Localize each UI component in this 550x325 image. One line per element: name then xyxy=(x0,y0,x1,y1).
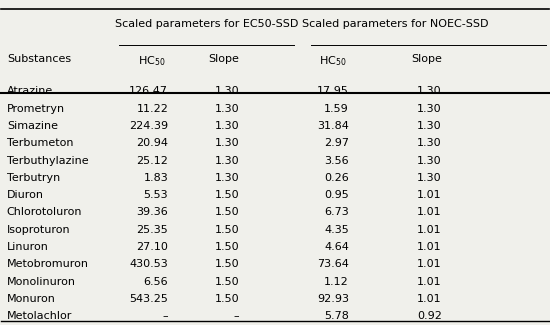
Text: 0.95: 0.95 xyxy=(324,190,349,200)
Text: 6.56: 6.56 xyxy=(144,277,168,287)
Text: –: – xyxy=(234,311,239,321)
Text: 0.26: 0.26 xyxy=(324,173,349,183)
Text: 1.01: 1.01 xyxy=(417,225,442,235)
Text: Slope: Slope xyxy=(411,54,442,64)
Text: 92.93: 92.93 xyxy=(317,294,349,304)
Text: 25.12: 25.12 xyxy=(136,156,168,165)
Text: Simazine: Simazine xyxy=(7,121,58,131)
Text: 2.97: 2.97 xyxy=(324,138,349,148)
Text: 1.50: 1.50 xyxy=(215,294,239,304)
Text: Monuron: Monuron xyxy=(7,294,56,304)
Text: HC$_{50}$: HC$_{50}$ xyxy=(318,54,346,68)
Text: Chlorotoluron: Chlorotoluron xyxy=(7,207,82,217)
Text: 1.50: 1.50 xyxy=(215,242,239,252)
Text: 1.50: 1.50 xyxy=(215,190,239,200)
Text: Terbuthylazine: Terbuthylazine xyxy=(7,156,89,165)
Text: 31.84: 31.84 xyxy=(317,121,349,131)
Text: –: – xyxy=(163,311,168,321)
Text: 543.25: 543.25 xyxy=(129,294,168,304)
Text: 1.83: 1.83 xyxy=(144,173,168,183)
Text: 1.59: 1.59 xyxy=(324,104,349,114)
Text: 73.64: 73.64 xyxy=(317,259,349,269)
Text: 4.35: 4.35 xyxy=(324,225,349,235)
Text: 4.64: 4.64 xyxy=(324,242,349,252)
Text: 1.30: 1.30 xyxy=(215,104,239,114)
Text: Substances: Substances xyxy=(7,54,71,64)
Text: Scaled parameters for EC50-SSD: Scaled parameters for EC50-SSD xyxy=(115,19,298,29)
Text: 1.50: 1.50 xyxy=(215,259,239,269)
Text: 1.30: 1.30 xyxy=(215,173,239,183)
Text: Diuron: Diuron xyxy=(7,190,44,200)
Text: Prometryn: Prometryn xyxy=(7,104,65,114)
Text: 1.30: 1.30 xyxy=(417,156,442,165)
Text: 27.10: 27.10 xyxy=(136,242,168,252)
Text: 1.01: 1.01 xyxy=(417,259,442,269)
Text: 1.30: 1.30 xyxy=(417,104,442,114)
Text: 5.78: 5.78 xyxy=(324,311,349,321)
Text: 17.95: 17.95 xyxy=(317,86,349,96)
Text: 126.47: 126.47 xyxy=(129,86,168,96)
Text: 1.30: 1.30 xyxy=(417,173,442,183)
Text: 1.30: 1.30 xyxy=(417,138,442,148)
Text: 5.53: 5.53 xyxy=(144,190,168,200)
Text: 1.01: 1.01 xyxy=(417,242,442,252)
Text: 25.35: 25.35 xyxy=(136,225,168,235)
Text: 11.22: 11.22 xyxy=(136,104,168,114)
Text: 430.53: 430.53 xyxy=(130,259,168,269)
Text: Metobromuron: Metobromuron xyxy=(7,259,89,269)
Text: Monolinuron: Monolinuron xyxy=(7,277,76,287)
Text: 1.30: 1.30 xyxy=(417,86,442,96)
Text: 1.50: 1.50 xyxy=(215,207,239,217)
Text: 0.92: 0.92 xyxy=(417,311,442,321)
Text: Scaled parameters for NOEC-SSD: Scaled parameters for NOEC-SSD xyxy=(302,19,488,29)
Text: 1.30: 1.30 xyxy=(215,86,239,96)
Text: HC$_{50}$: HC$_{50}$ xyxy=(138,54,166,68)
Text: 1.01: 1.01 xyxy=(417,294,442,304)
Text: 1.01: 1.01 xyxy=(417,207,442,217)
Text: 20.94: 20.94 xyxy=(136,138,168,148)
Text: 1.30: 1.30 xyxy=(417,121,442,131)
Text: 224.39: 224.39 xyxy=(129,121,168,131)
Text: 1.30: 1.30 xyxy=(215,121,239,131)
Text: 1.30: 1.30 xyxy=(215,156,239,165)
Text: 1.50: 1.50 xyxy=(215,225,239,235)
Text: 1.12: 1.12 xyxy=(324,277,349,287)
Text: Terbumeton: Terbumeton xyxy=(7,138,73,148)
Text: 1.50: 1.50 xyxy=(215,277,239,287)
Text: Metolachlor: Metolachlor xyxy=(7,311,72,321)
Text: 6.73: 6.73 xyxy=(324,207,349,217)
Text: Slope: Slope xyxy=(208,54,239,64)
Text: Atrazine: Atrazine xyxy=(7,86,53,96)
Text: 3.56: 3.56 xyxy=(324,156,349,165)
Text: 39.36: 39.36 xyxy=(136,207,168,217)
Text: Isoproturon: Isoproturon xyxy=(7,225,70,235)
Text: Terbutryn: Terbutryn xyxy=(7,173,60,183)
Text: Linuron: Linuron xyxy=(7,242,49,252)
Text: 1.30: 1.30 xyxy=(215,138,239,148)
Text: 1.01: 1.01 xyxy=(417,190,442,200)
Text: 1.01: 1.01 xyxy=(417,277,442,287)
